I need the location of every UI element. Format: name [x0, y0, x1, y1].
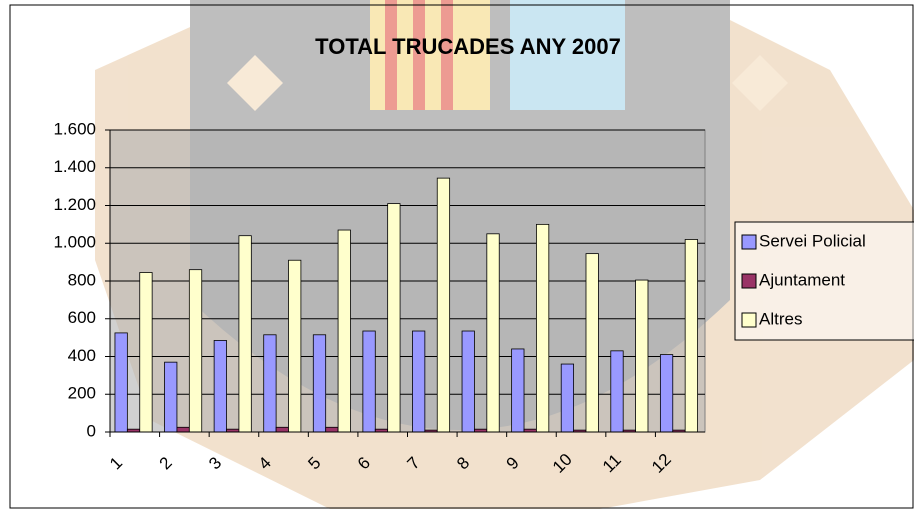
bar: [214, 340, 226, 432]
y-tick-label: 0: [87, 421, 96, 440]
bar: [264, 335, 276, 432]
bar: [165, 362, 177, 432]
bar: [586, 254, 598, 432]
y-tick-label: 200: [68, 384, 96, 403]
bar: [487, 234, 499, 432]
bar: [338, 230, 350, 432]
bar: [660, 355, 672, 432]
y-tick-label: 1.400: [53, 157, 96, 176]
bar: [313, 335, 325, 432]
y-tick-label: 1.200: [53, 195, 96, 214]
bar: [115, 333, 127, 432]
bar: [536, 224, 548, 432]
bar: [140, 273, 152, 432]
bar: [611, 351, 623, 432]
bar: [636, 280, 648, 432]
legend-label: Ajuntament: [759, 270, 845, 289]
bar: [326, 427, 338, 432]
bar: [512, 349, 524, 432]
legend-label: Servei Policial: [759, 231, 866, 250]
bar: [276, 427, 288, 432]
bar: [437, 178, 449, 432]
bar: [388, 204, 400, 432]
page: {"chart_data": {"type": "bar", "title": …: [0, 0, 914, 509]
bar: [363, 331, 375, 432]
bar: [189, 270, 201, 432]
legend-swatch: [742, 274, 756, 288]
legend-swatch: [742, 235, 756, 249]
y-tick-label: 400: [68, 346, 96, 365]
legend-swatch: [742, 313, 756, 327]
bar: [177, 427, 189, 432]
bar: [412, 331, 424, 432]
y-tick-label: 1.000: [53, 233, 96, 252]
x-tick-label: 2: [156, 453, 176, 473]
bar: [289, 260, 301, 432]
bar: [239, 236, 251, 432]
x-tick-label: 1: [106, 453, 126, 473]
y-tick-label: 600: [68, 308, 96, 327]
chart-title: TOTAL TRUCADES ANY 2007: [315, 34, 621, 59]
x-tick-label: 3: [205, 453, 225, 473]
y-tick-label: 800: [68, 270, 96, 289]
chart: TOTAL TRUCADES ANY 2007 0 200 400 600 800 1.0…: [0, 0, 914, 509]
legend-label: Altres: [759, 309, 802, 328]
bar: [462, 331, 474, 432]
bar: [561, 364, 573, 432]
bar: [685, 239, 697, 432]
y-tick-label: 1.600: [53, 119, 96, 138]
